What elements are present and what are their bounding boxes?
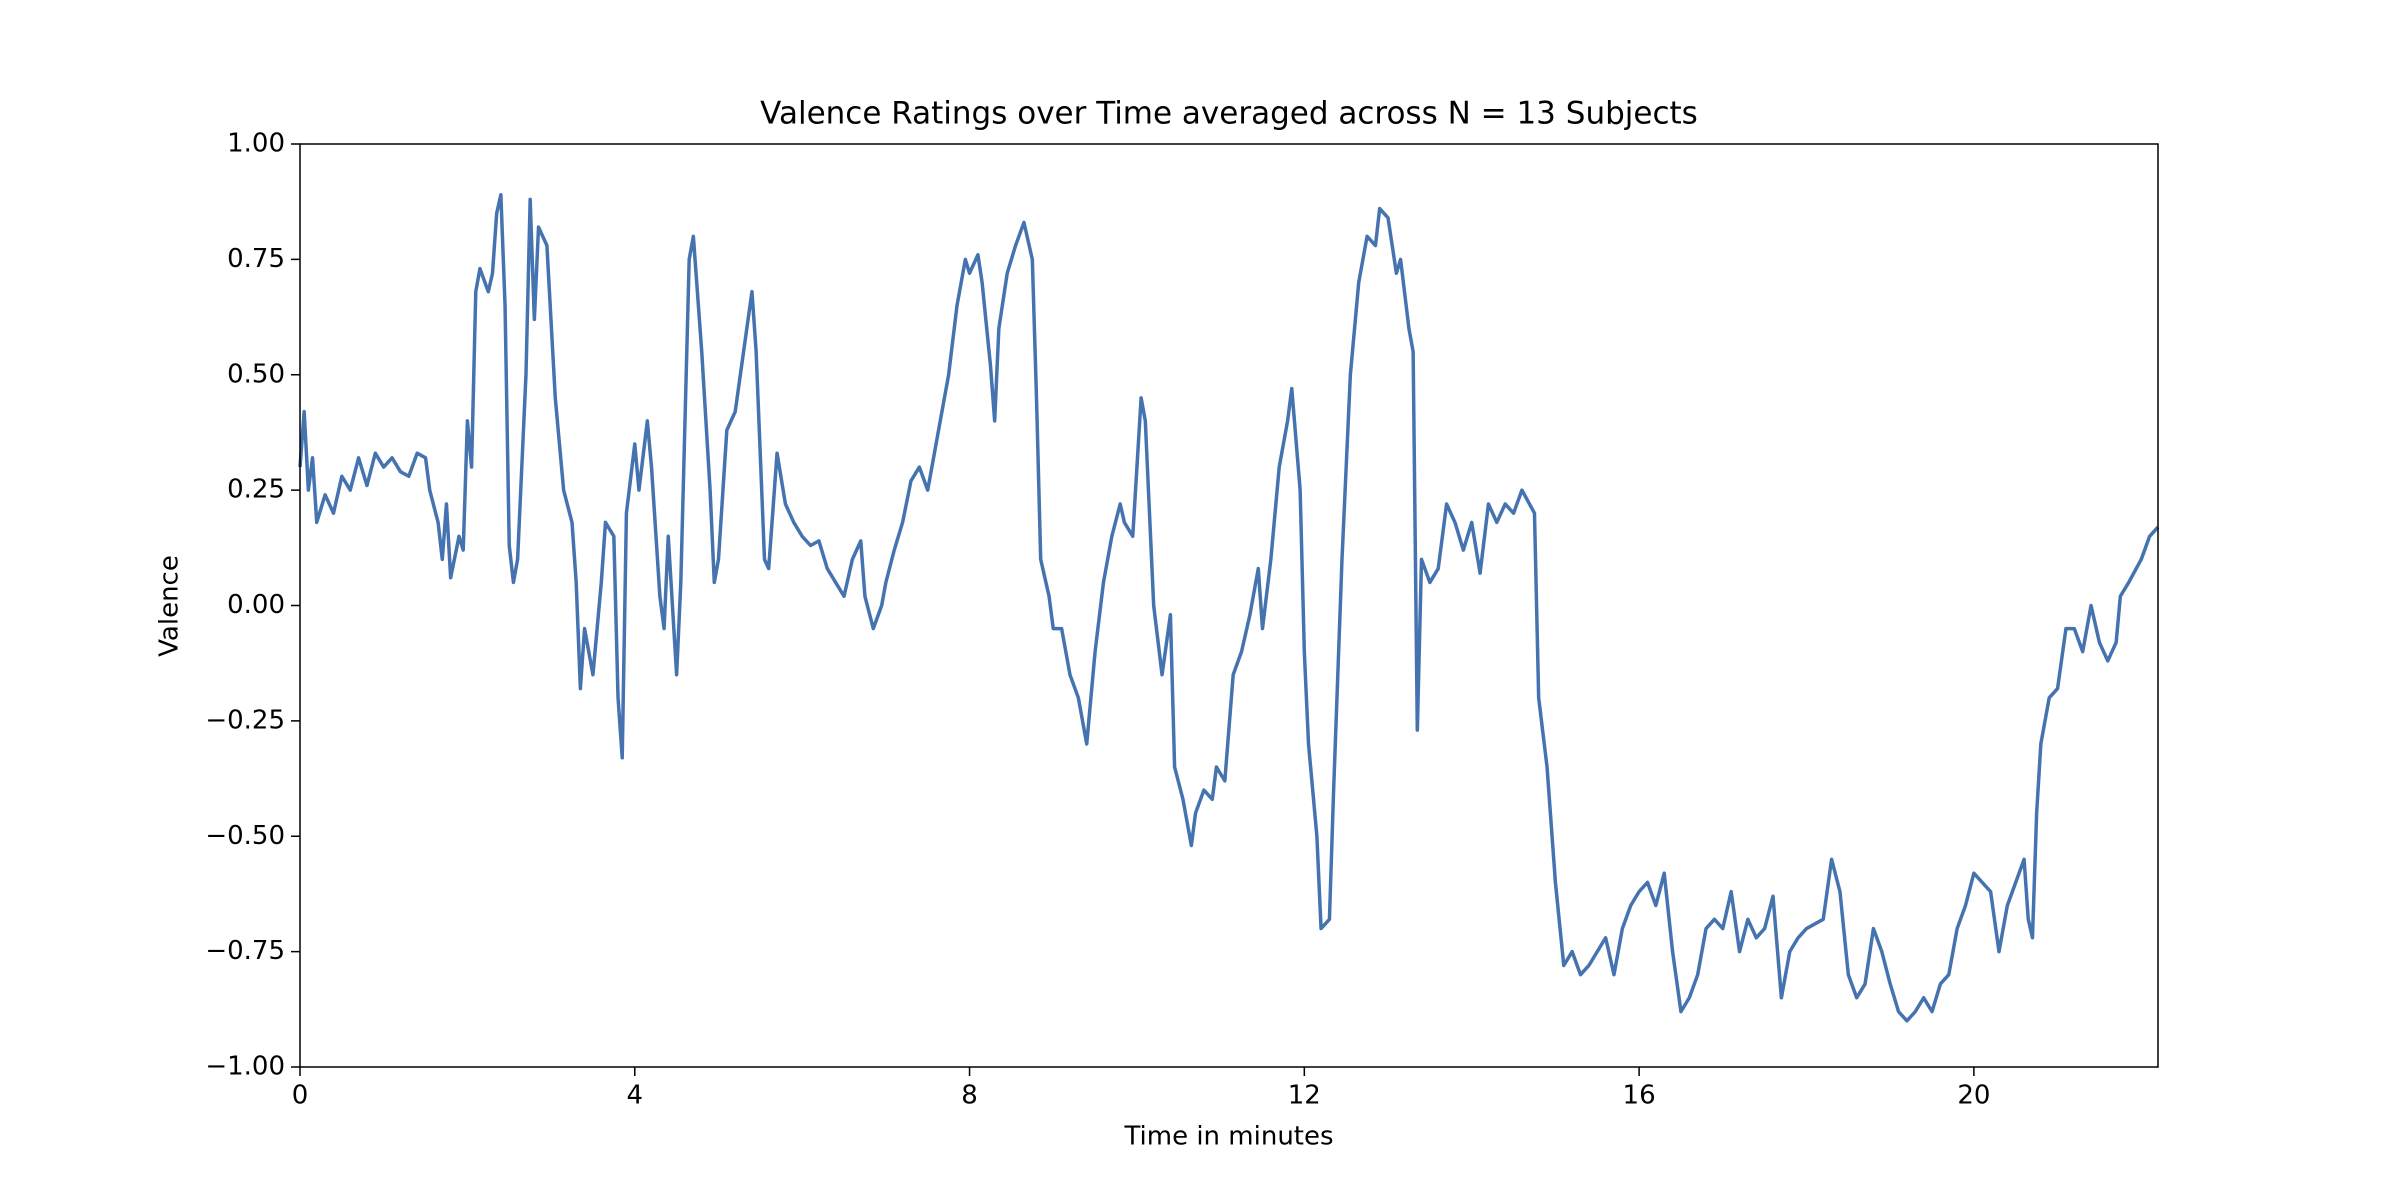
data-line (298, 193, 2160, 1023)
y-tick-label: −0.75 (205, 936, 285, 966)
x-tick-label: 12 (1288, 1081, 1321, 1111)
y-tick-label: −1.00 (205, 1052, 285, 1082)
x-tick-label: 20 (1957, 1081, 1990, 1111)
x-tick-label: 16 (1623, 1081, 1656, 1111)
y-axis-label: Valence (155, 555, 185, 657)
x-tick-label: 4 (627, 1081, 644, 1111)
x-axis-label: Time in minutes (1123, 1122, 1333, 1152)
y-tick-label: 0.00 (227, 590, 285, 620)
y-tick-label: 0.50 (227, 359, 285, 389)
chart-title: Valence Ratings over Time averaged acros… (760, 96, 1698, 132)
y-tick-label: 1.00 (227, 129, 285, 159)
plot-frame (299, 143, 2159, 1068)
x-tick-label: 0 (292, 1081, 309, 1111)
y-tick-label: 0.25 (227, 475, 285, 505)
y-tick-label: 0.75 (227, 244, 285, 274)
y-tick-label: −0.25 (205, 705, 285, 735)
y-tick-label: −0.50 (205, 821, 285, 851)
x-tick-label: 8 (961, 1081, 978, 1111)
